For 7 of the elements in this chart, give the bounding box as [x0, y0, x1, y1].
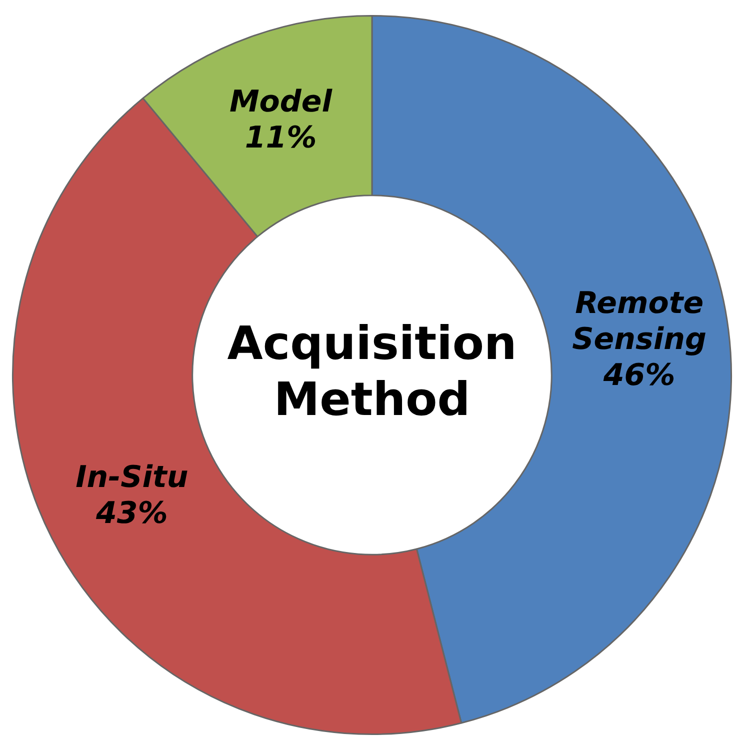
text: Acquisition Method [227, 316, 517, 426]
slice-label: In-Situ [76, 460, 188, 496]
slice-label: Remote Sensing [572, 286, 706, 358]
slice-label: Model [229, 84, 333, 120]
data-label: 11% [244, 120, 317, 156]
data-label: 43% [95, 496, 168, 532]
data-label: 46% [602, 358, 676, 394]
